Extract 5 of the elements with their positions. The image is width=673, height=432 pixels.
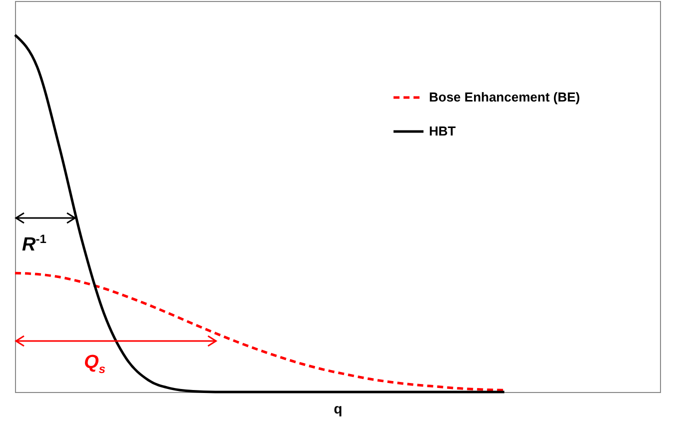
legend-label: Bose Enhancement (BE) [429, 90, 580, 104]
annotation: Q$_{s}$ [84, 352, 106, 376]
annotation: R$^{-1}$ [22, 232, 46, 256]
x-axis-title: q [334, 400, 342, 416]
legend-label: HBT [429, 124, 456, 138]
